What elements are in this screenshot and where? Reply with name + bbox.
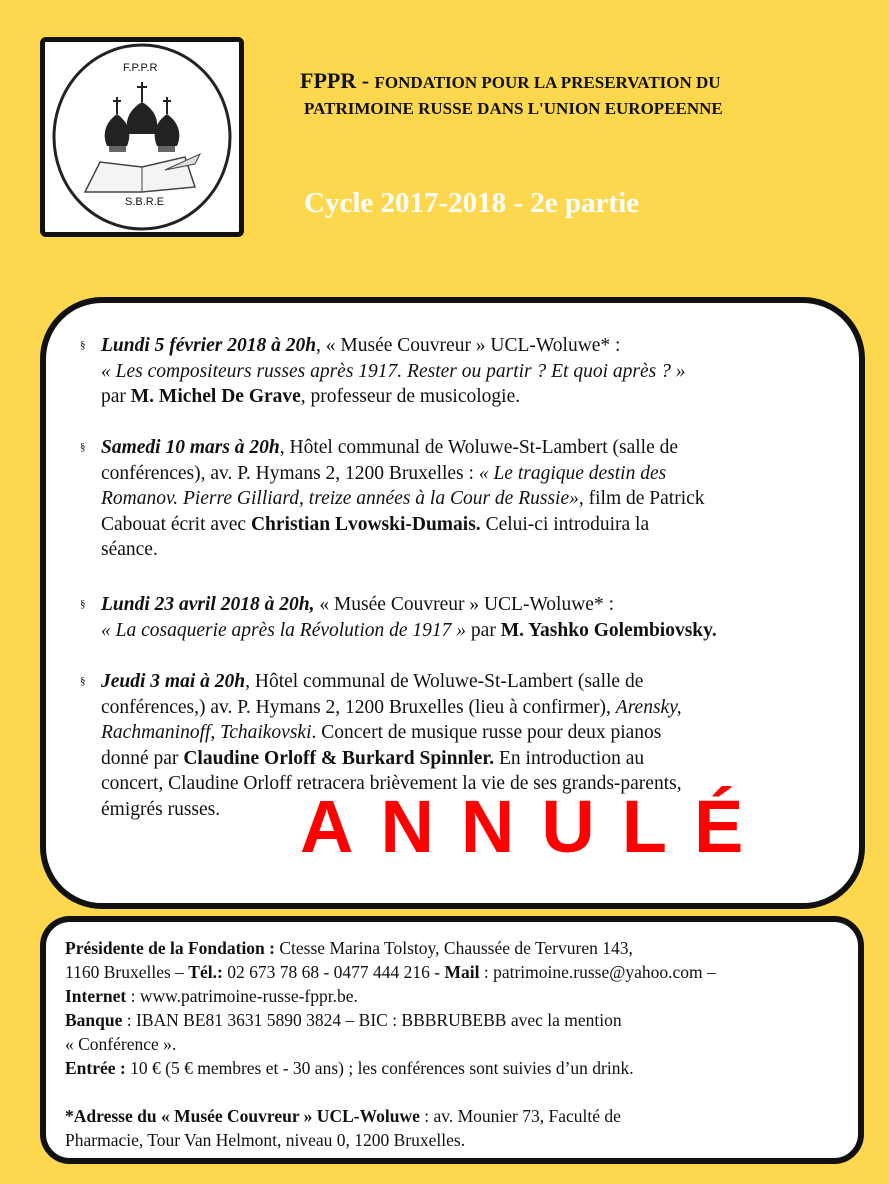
section-bullet-icon: § <box>80 339 86 351</box>
text-run: Pharmacie, Tour Van Helmont, niveau 0, 1… <box>65 1130 466 1150</box>
text-line: concert, Claudine Orloff retracera brièv… <box>101 771 682 797</box>
text-run: « Musée Couvreur » UCL-Woluwe* : <box>314 594 614 615</box>
cycle-title: Cycle 2017-2018 - 2e partie <box>304 187 640 219</box>
emphasized-text-run: Tél.: <box>188 962 223 982</box>
text-run: , professeur de musicologie. <box>300 386 521 407</box>
text-run: par <box>466 619 501 641</box>
text-run: 1160 Bruxelles – <box>65 962 189 982</box>
emphasized-text-run: Samedi 10 mars à 20h <box>101 437 280 458</box>
event-3: § Lundi 23 avril 2018 à 20h, « Musée Couv… <box>80 592 717 644</box>
contact-info-text: Présidente de la Fondation : Ctesse Mari… <box>65 936 716 1152</box>
contact-info-panel: Présidente de la Fondation : Ctesse Mari… <box>40 916 864 1164</box>
foundation-header: FPPR - FONDATION POUR LA PRESERVATION DU… <box>300 68 723 122</box>
emphasized-text-run: M. Michel De Grave <box>130 386 301 407</box>
text-run: par <box>101 386 131 407</box>
text-run: , Hôtel communal de Woluwe-St-Lambert (s… <box>279 437 679 458</box>
text-line: émigrés russes. <box>101 797 682 823</box>
text-run: : patrimoine.russe@yahoo.com – <box>479 962 716 982</box>
event-2: § Samedi 10 mars à 20h, Hôtel communal de… <box>80 435 705 563</box>
text-line: Jeudi 3 mai à 20h, Hôtel communal de Wol… <box>101 669 682 695</box>
emphasized-text-run: Rachmaninoff, Tchaikovski <box>101 722 312 743</box>
emphasized-text-run: Entrée : <box>65 1058 126 1078</box>
text-run: séance. <box>101 539 158 560</box>
text-line <box>65 1080 716 1104</box>
text-line: Lundi 23 avril 2018 à 20h, « Musée Couvr… <box>101 592 717 618</box>
text-line: Cabouat écrit avec Christian Lvowski-Dum… <box>101 512 705 538</box>
text-run: 02 673 78 68 - 0477 444 216 - <box>222 962 445 982</box>
text-run: : av. Mounier 73, Faculté de <box>419 1106 621 1126</box>
text-run: 10 € (5 € membres et - 30 ans) ; les con… <box>125 1058 634 1078</box>
text-run: émigrés russes. <box>101 798 221 820</box>
text-line: « Conférence ». <box>65 1032 716 1056</box>
emphasized-text-run: Mail <box>444 962 480 982</box>
text-line: « Les compositeurs russes après 1917. Re… <box>101 359 685 385</box>
emphasized-text-run: Lundi 5 février 2018 à 20h <box>101 335 317 356</box>
text-line: Samedi 10 mars à 20h, Hôtel communal de … <box>101 435 705 461</box>
text-run: Ctesse Marina Tolstoy, Chaussée de Tervu… <box>275 938 633 958</box>
text-line: par M. Michel De Grave, professeur de mu… <box>101 384 685 410</box>
text-line: conférences), av. P. Hymans 2, 1200 Brux… <box>101 461 705 487</box>
text-line: Romanov. Pierre Gilliard, treize années … <box>101 486 705 512</box>
cancelled-stamp: ANNULÉ <box>300 785 771 868</box>
section-bullet-icon: § <box>80 598 86 610</box>
text-run: , « Musée Couvreur » UCL-Woluwe* : <box>316 335 621 356</box>
text-line: Internet : www.patrimoine-russe-fppr.be. <box>65 984 716 1008</box>
emphasized-text-run: M. Yashko Golembiovsky. <box>500 619 717 641</box>
emphasized-text-run: « La cosaquerie après la Révolution de 1… <box>101 619 467 641</box>
text-line: séance. <box>101 537 705 563</box>
text-line: conférences,) av. P. Hymans 2, 1200 Brux… <box>101 695 682 721</box>
text-run: En introduction au <box>494 747 645 769</box>
text-line: Pharmacie, Tour Van Helmont, niveau 0, 1… <box>65 1128 716 1152</box>
emphasized-text-run: Lundi 23 avril 2018 à 20h, <box>101 594 315 615</box>
text-run: : IBAN BE81 3631 5890 3824 – BIC : BBBRU… <box>122 1010 622 1030</box>
emphasized-text-run: « Le tragique destin des <box>478 462 667 484</box>
text-run: , film de Patrick <box>578 488 705 509</box>
emphasized-text-run: « Les compositeurs russes après 1917. Re… <box>101 360 686 382</box>
logo-bottom-text: S.B.R.E <box>125 196 165 208</box>
text-run: Celui-ci introduira la <box>480 513 650 535</box>
text-run: , Hôtel communal de Woluwe-St-Lambert (s… <box>245 671 644 692</box>
header-line1: FONDATION POUR LA PRESERVATION DU <box>374 73 721 92</box>
event-4: § Jeudi 3 mai à 20h, Hôtel communal de Wo… <box>80 669 682 823</box>
church-book-emblem-icon <box>52 43 232 231</box>
text-line: « La cosaquerie après la Révolution de 1… <box>101 618 717 644</box>
text-line: Entrée : 10 € (5 € membres et - 30 ans) … <box>65 1056 716 1080</box>
text-line: Rachmaninoff, Tchaikovski. Concert de mu… <box>101 720 682 746</box>
emphasized-text-run: Christian Lvowski-Dumais. <box>250 513 481 535</box>
text-line: Banque : IBAN BE81 3631 5890 3824 – BIC … <box>65 1008 716 1032</box>
text-line: Présidente de la Fondation : Ctesse Mari… <box>65 936 716 960</box>
emphasized-text-run: Présidente de la Fondation : <box>65 938 275 958</box>
text-run: conférences,) av. P. Hymans 2, 1200 Brux… <box>101 696 616 718</box>
emphasized-text-run: Internet <box>65 986 127 1006</box>
logo-top-text: F.P.P.R <box>123 62 158 74</box>
text-line: 1160 Bruxelles – Tél.: 02 673 78 68 - 04… <box>65 960 716 984</box>
text-run: : www.patrimoine-russe-fppr.be. <box>126 986 358 1006</box>
events-panel: § Lundi 5 février 2018 à 20h, « Musée Co… <box>40 297 865 909</box>
section-bullet-icon: § <box>80 441 86 453</box>
text-line: *Adresse du « Musée Couvreur » UCL-Woluw… <box>65 1104 716 1128</box>
emphasized-text-run: *Adresse du « Musée Couvreur » UCL-Woluw… <box>65 1106 420 1126</box>
text-run: conférences), av. P. Hymans 2, 1200 Brux… <box>101 462 479 484</box>
event-1: § Lundi 5 février 2018 à 20h, « Musée Co… <box>80 333 685 410</box>
header-line2: PATRIMOINE RUSSE DANS L'UNION EUROPEENNE <box>304 99 723 118</box>
text-run: concert, Claudine Orloff retracera brièv… <box>101 773 682 794</box>
emphasized-text-run: Claudine Orloff & Burkard Spinnler. <box>183 747 495 769</box>
emphasized-text-run: Romanov. Pierre Gilliard, treize années … <box>101 488 579 509</box>
header-acronym: FPPR - <box>300 68 375 93</box>
section-bullet-icon: § <box>80 675 86 687</box>
text-run: « Conférence ». <box>65 1034 177 1054</box>
emphasized-text-run: Banque <box>65 1010 123 1030</box>
text-line: Lundi 5 février 2018 à 20h, « Musée Couv… <box>101 333 685 359</box>
text-run: Cabouat écrit avec <box>101 513 251 535</box>
text-run: donné par <box>101 747 184 769</box>
text-line: donné par Claudine Orloff & Burkard Spin… <box>101 746 682 772</box>
emphasized-text-run: Jeudi 3 mai à 20h <box>101 671 246 692</box>
emphasized-text-run: Arensky, <box>615 696 682 718</box>
text-run: . Concert de musique russe pour deux pia… <box>311 722 662 743</box>
fppr-logo: F.P.P.R S.B.R.E <box>40 37 244 237</box>
